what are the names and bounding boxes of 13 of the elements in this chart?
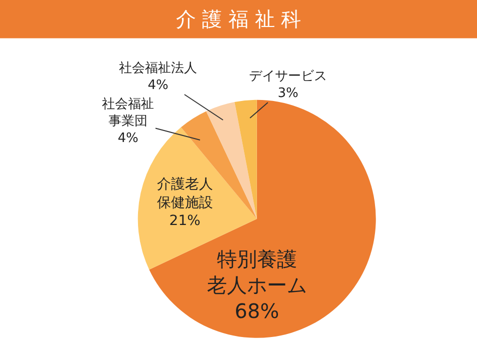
data-label: 3% [278,86,298,101]
pie-slice [138,127,257,270]
chart-title: 介 護 福 祉 科 [176,7,302,32]
data-label: 4% [118,130,138,146]
data-label: 68% [234,299,280,324]
data-label: 21% [169,212,200,229]
slice-label: 特別養護老人ホーム [206,247,307,298]
data-label: 4% [148,78,168,93]
slice-label: 社会福祉法人 [119,61,197,76]
slice-label: デイサービス [249,69,327,84]
slice-label: 介護老人保健施設 [156,176,213,211]
slice-label: 社会福祉事業団 [102,97,154,129]
pie-slice [234,100,257,219]
